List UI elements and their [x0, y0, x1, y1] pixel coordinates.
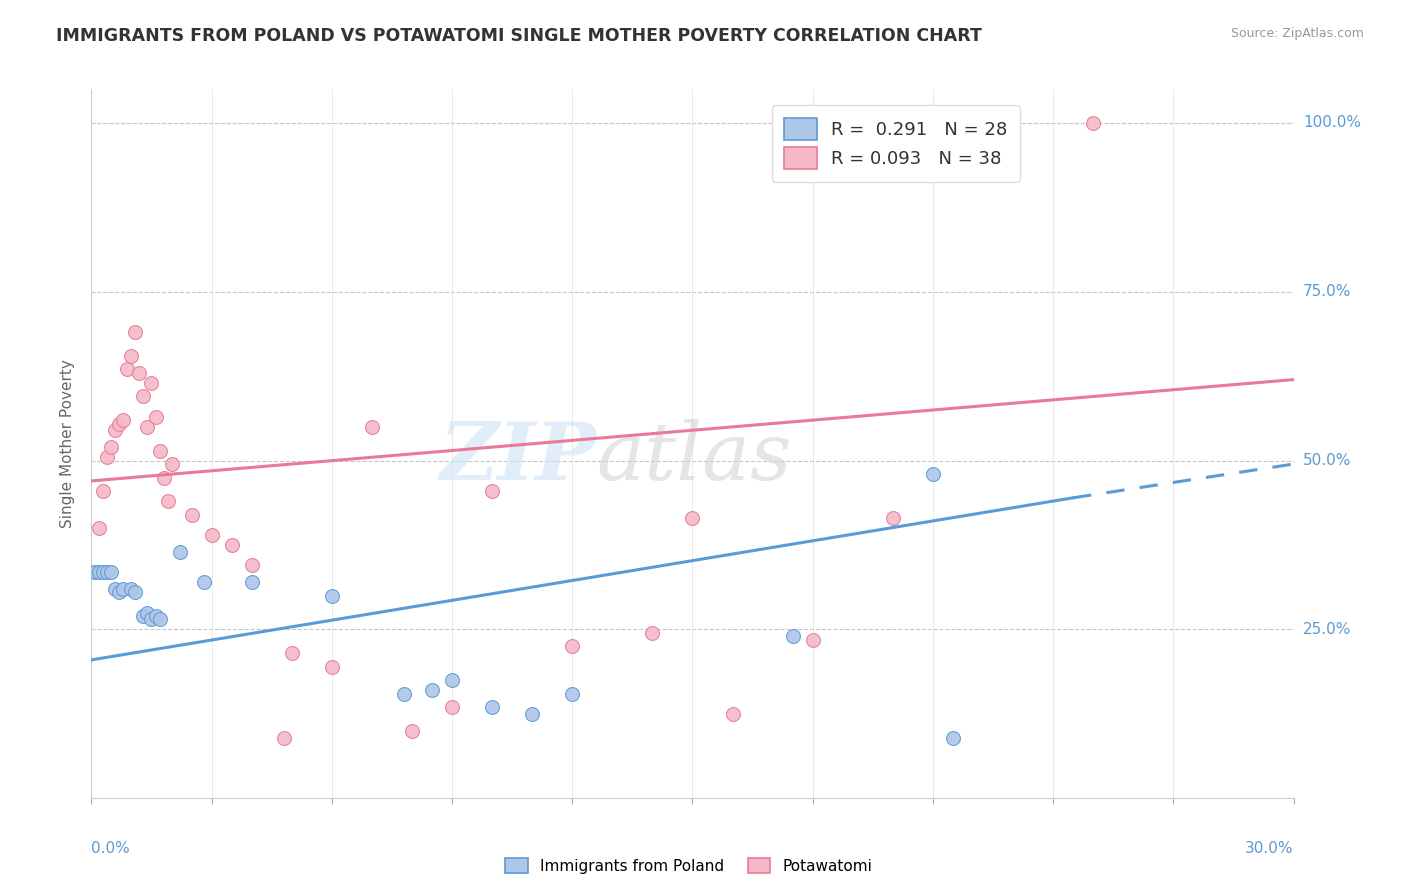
Point	[93, 565, 115, 579]
Point	[360, 420, 382, 434]
Point	[440, 673, 463, 687]
Point	[136, 420, 159, 434]
Point	[281, 646, 304, 660]
Point	[93, 483, 115, 498]
Point	[141, 376, 163, 390]
Point	[240, 575, 263, 590]
Point	[108, 417, 131, 431]
Point	[942, 731, 965, 745]
Text: 100.0%: 100.0%	[1303, 115, 1361, 130]
Point	[141, 612, 163, 626]
Point	[1083, 116, 1105, 130]
Point	[104, 582, 127, 596]
Point	[561, 687, 583, 701]
Point	[922, 467, 945, 482]
Point	[321, 659, 343, 673]
Point	[89, 521, 111, 535]
Point	[561, 640, 583, 654]
Point	[132, 389, 155, 403]
Text: 0.0%: 0.0%	[91, 841, 131, 856]
Point	[84, 565, 107, 579]
Text: IMMIGRANTS FROM POLAND VS POTAWATOMI SINGLE MOTHER POVERTY CORRELATION CHART: IMMIGRANTS FROM POLAND VS POTAWATOMI SIN…	[56, 27, 983, 45]
Legend: R =  0.291   N = 28, R = 0.093   N = 38: R = 0.291 N = 28, R = 0.093 N = 38	[772, 105, 1019, 182]
Point	[117, 362, 139, 376]
Point	[145, 609, 167, 624]
Point	[221, 538, 243, 552]
Point	[681, 511, 703, 525]
Point	[104, 423, 127, 437]
Point	[882, 511, 904, 525]
Point	[440, 700, 463, 714]
Point	[201, 528, 224, 542]
Point	[481, 483, 503, 498]
Point	[136, 606, 159, 620]
Text: 25.0%: 25.0%	[1303, 622, 1351, 637]
Point	[96, 565, 118, 579]
Point	[801, 632, 824, 647]
Point	[481, 700, 503, 714]
Point	[112, 413, 135, 427]
Point	[100, 440, 122, 454]
Point	[100, 565, 122, 579]
Point	[96, 450, 118, 465]
Text: atlas: atlas	[596, 419, 792, 497]
Point	[112, 582, 135, 596]
Point	[782, 629, 804, 643]
Point	[108, 585, 131, 599]
Text: Source: ZipAtlas.com: Source: ZipAtlas.com	[1230, 27, 1364, 40]
Point	[240, 558, 263, 573]
Point	[84, 565, 107, 579]
Text: 30.0%: 30.0%	[1246, 841, 1294, 856]
Point	[160, 457, 183, 471]
Point	[169, 545, 191, 559]
Point	[148, 443, 170, 458]
Point	[152, 470, 174, 484]
Point	[132, 609, 155, 624]
Point	[156, 494, 179, 508]
Point	[121, 349, 143, 363]
Point	[180, 508, 202, 522]
Point	[392, 687, 415, 701]
Point	[273, 731, 295, 745]
Point	[641, 626, 664, 640]
Point	[522, 706, 544, 721]
Point	[89, 565, 111, 579]
Point	[401, 723, 423, 738]
Y-axis label: Single Mother Poverty: Single Mother Poverty	[60, 359, 76, 528]
Point	[124, 326, 146, 340]
Point	[128, 366, 150, 380]
Point	[420, 683, 443, 698]
Point	[321, 589, 343, 603]
Point	[121, 582, 143, 596]
Point	[145, 409, 167, 424]
Point	[148, 612, 170, 626]
Point	[721, 706, 744, 721]
Text: ZIP: ZIP	[440, 419, 596, 497]
Legend: Immigrants from Poland, Potawatomi: Immigrants from Poland, Potawatomi	[499, 852, 879, 880]
Text: 75.0%: 75.0%	[1303, 285, 1351, 300]
Text: 50.0%: 50.0%	[1303, 453, 1351, 468]
Point	[124, 585, 146, 599]
Point	[193, 575, 215, 590]
